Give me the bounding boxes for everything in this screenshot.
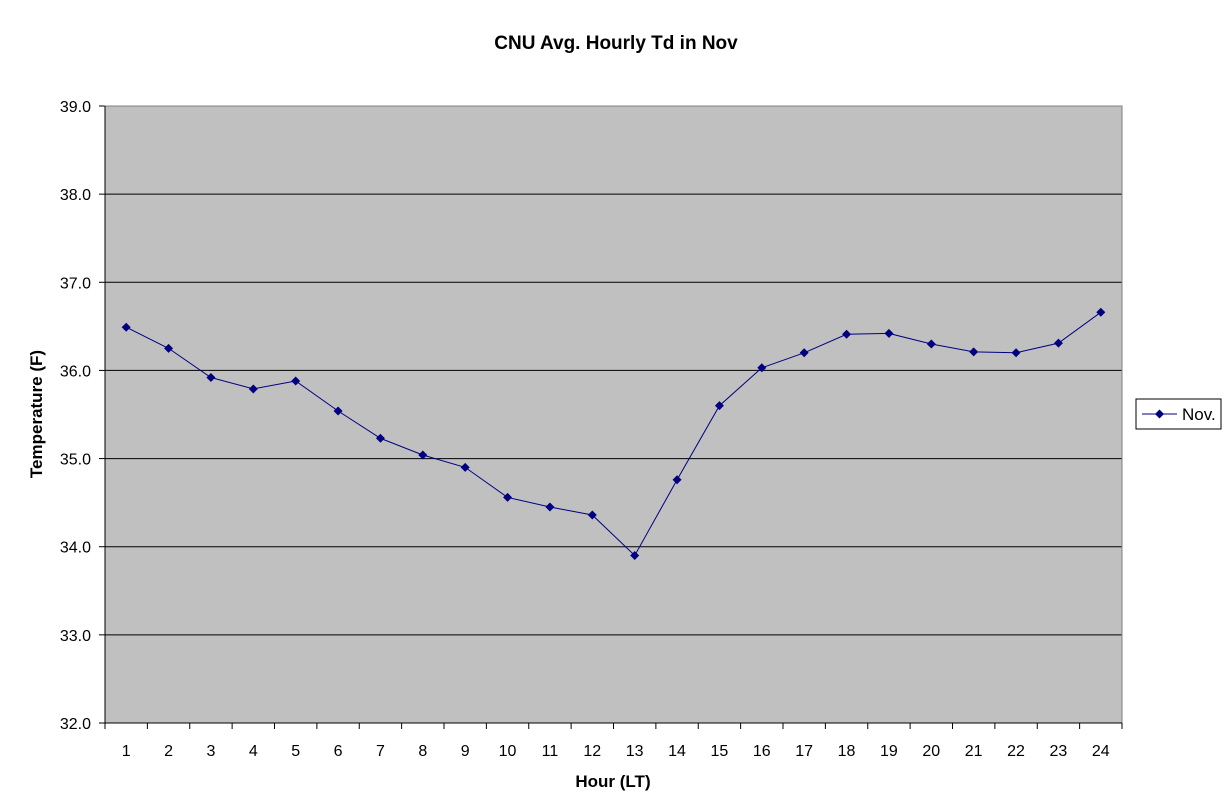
data-point	[503, 492, 513, 502]
x-tick-label: 1	[122, 743, 131, 760]
x-tick-label: 16	[753, 743, 771, 760]
x-tick-label: 5	[291, 743, 300, 760]
legend: Nov.	[1135, 398, 1222, 430]
x-tick-labels: 1 2 3 4 5 6 7 8 9 10 11 12 13 14 15 16 17 18 19 20 21 22 23 24	[122, 743, 1110, 760]
data-point	[757, 363, 767, 373]
x-axis-title: Hour (LT)	[575, 772, 650, 791]
x-tick-label: 14	[668, 743, 686, 760]
data-point	[1053, 338, 1063, 348]
data-point	[248, 384, 258, 394]
x-tick-label: 15	[711, 743, 729, 760]
y-tick-label: 35.0	[60, 452, 91, 469]
series-line	[125, 311, 1102, 557]
data-point	[164, 343, 174, 353]
data-point	[291, 376, 301, 386]
x-tick-label: 12	[583, 743, 601, 760]
x-tick-label: 18	[838, 743, 856, 760]
x-tick-label: 7	[376, 743, 385, 760]
x-tick-label: 17	[795, 743, 813, 760]
data-point	[672, 475, 682, 485]
x-tick-label: 13	[626, 743, 644, 760]
data-point	[714, 401, 724, 411]
y-tick-labels: 32.0 33.0 34.0 35.0 36.0 37.0 38.0 39.0	[60, 99, 91, 733]
y-tick-label: 37.0	[60, 275, 91, 292]
data-point	[206, 372, 216, 382]
x-tick-label: 10	[499, 743, 517, 760]
data-point	[418, 450, 428, 460]
data-point	[1096, 307, 1106, 317]
x-tick-label: 21	[965, 743, 983, 760]
y-axis-title: Temperature (F)	[27, 350, 46, 478]
y-tick-label: 38.0	[60, 187, 91, 204]
axes	[99, 105, 1123, 729]
x-tick-label: 24	[1092, 743, 1110, 760]
x-tick-label: 11	[542, 743, 559, 760]
x-tick-label: 8	[418, 743, 427, 760]
data-point	[333, 406, 343, 416]
y-tick-label: 32.0	[60, 716, 91, 733]
legend-label: Nov.	[1182, 405, 1216, 424]
y-tick-label: 39.0	[60, 99, 91, 116]
y-tick-label: 34.0	[60, 540, 91, 557]
series-layer	[121, 307, 1106, 561]
x-tick-label: 19	[880, 743, 898, 760]
x-tick-label: 2	[164, 743, 173, 760]
data-point	[799, 348, 809, 358]
x-tick-label: 20	[922, 743, 940, 760]
legend-marker	[1155, 409, 1164, 419]
data-point	[545, 502, 555, 512]
x-tick-label: 9	[461, 743, 470, 760]
data-point	[926, 339, 936, 349]
x-tick-label: 6	[334, 743, 343, 760]
data-point	[969, 347, 979, 357]
data-point	[375, 433, 385, 443]
data-point	[1011, 348, 1021, 358]
data-point	[121, 322, 131, 332]
chart-title: CNU Avg. Hourly Td in Nov	[494, 33, 738, 54]
x-tick-label: 23	[1050, 743, 1068, 760]
y-tick-label: 36.0	[60, 363, 91, 380]
data-point	[842, 329, 852, 339]
x-tick-label: 4	[249, 743, 258, 760]
x-tick-label: 22	[1007, 743, 1025, 760]
plot-area	[105, 106, 1122, 723]
data-point	[587, 510, 597, 520]
data-point	[630, 551, 640, 561]
data-point	[460, 462, 470, 472]
x-tick-label: 3	[206, 743, 215, 760]
data-point	[884, 328, 894, 338]
y-tick-label: 33.0	[60, 628, 91, 645]
